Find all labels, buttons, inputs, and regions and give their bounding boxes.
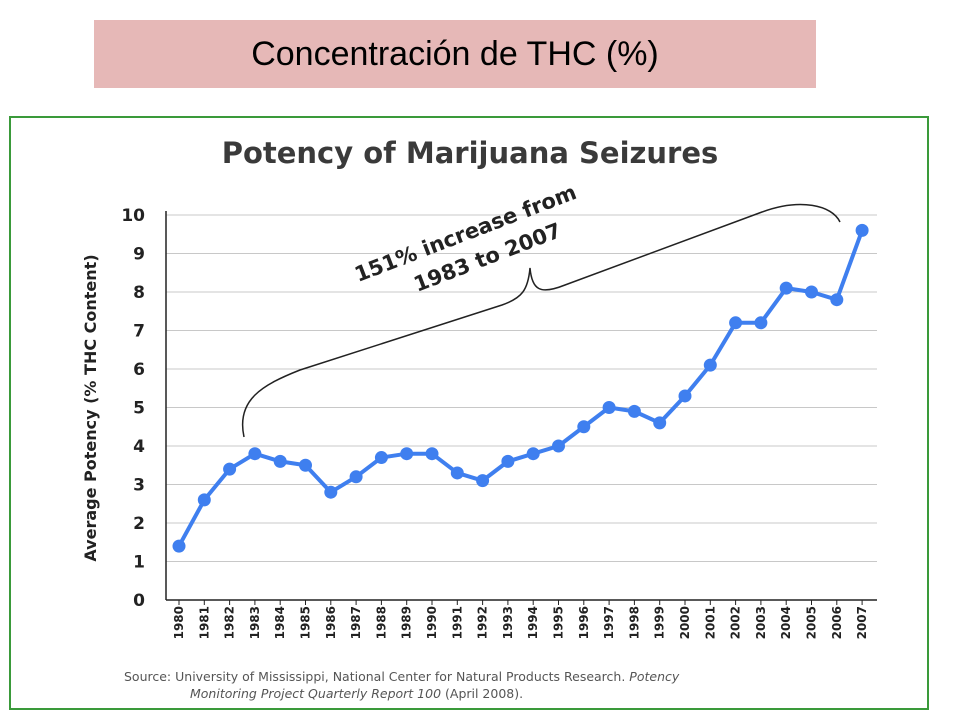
data-point-1987	[349, 470, 363, 484]
x-tick-label-1987: 1987	[349, 606, 363, 639]
x-tick-label-1983: 1983	[248, 606, 262, 639]
y-tick-label-9: 9	[133, 245, 145, 265]
y-axis-label: Average Potency (% THC Content)	[81, 254, 100, 561]
data-point-1984	[273, 454, 287, 468]
x-tick-label-2001: 2001	[703, 606, 717, 639]
x-tick-label-1996: 1996	[577, 606, 591, 639]
data-point-1988	[374, 451, 388, 465]
slide-title-banner: Concentración de THC (%)	[94, 20, 816, 88]
data-point-2002	[729, 316, 743, 330]
y-tick-label-4: 4	[133, 437, 145, 457]
source-suffix: (April 2008).	[445, 686, 524, 701]
x-tick-label-1995: 1995	[552, 606, 566, 639]
data-point-2000	[678, 389, 692, 403]
data-point-1997	[602, 401, 616, 414]
data-point-1981	[197, 493, 211, 507]
y-tick-label-3: 3	[133, 476, 145, 496]
x-tick-label-1988: 1988	[374, 606, 388, 639]
x-tick-label-1998: 1998	[627, 606, 641, 639]
data-point-2006	[830, 293, 844, 307]
x-tick-label-1992: 1992	[476, 606, 490, 639]
data-point-1994	[526, 447, 540, 461]
data-point-2004	[779, 281, 793, 295]
x-tick-label-2002: 2002	[729, 606, 743, 639]
data-point-1992	[476, 474, 490, 488]
data-point-1998	[627, 404, 641, 418]
data-point-1983	[248, 447, 262, 461]
chart-title: Potency of Marijuana Seizures	[222, 136, 719, 170]
y-tick-label-10: 10	[121, 206, 145, 226]
data-point-1985	[299, 458, 312, 472]
x-tick-label-2003: 2003	[754, 606, 768, 639]
data-point-2007	[855, 223, 869, 237]
y-tick-label-5: 5	[133, 399, 145, 419]
x-tick-label-2006: 2006	[830, 606, 844, 639]
data-point-1991	[450, 466, 464, 480]
y-tick-label-1: 1	[133, 553, 145, 573]
slide-title: Concentración de THC (%)	[251, 34, 659, 73]
chart-source: Source: University of Mississippi, Natio…	[124, 668, 884, 702]
x-tick-label-1981: 1981	[197, 606, 211, 639]
data-point-1982	[223, 462, 237, 476]
data-point-1993	[501, 454, 515, 468]
source-prefix: Source: University of Mississippi, Natio…	[124, 669, 626, 684]
data-point-1990	[425, 447, 439, 461]
x-tick-label-2004: 2004	[779, 606, 793, 639]
x-tick-label-1982: 1982	[223, 606, 237, 639]
x-tick-label-1985: 1985	[299, 606, 313, 639]
x-tick-label-1989: 1989	[400, 606, 414, 639]
x-tick-label-1980: 1980	[172, 606, 186, 639]
y-tick-label-2: 2	[133, 514, 145, 534]
x-tick-label-1991: 1991	[450, 606, 464, 639]
y-tick-label-8: 8	[133, 283, 145, 303]
x-tick-label-1993: 1993	[501, 606, 515, 639]
data-point-1995	[552, 439, 565, 453]
x-tick-label-1999: 1999	[653, 606, 667, 639]
data-point-2001	[703, 358, 717, 372]
data-point-1980	[172, 539, 186, 553]
data-point-1996	[577, 420, 591, 434]
annotation-bracket	[241, 203, 841, 438]
y-tick-label-0: 0	[133, 591, 145, 611]
data-point-1999	[653, 416, 667, 430]
x-tick-label-1984: 1984	[273, 606, 287, 639]
x-tick-label-2000: 2000	[678, 606, 692, 639]
data-point-1989	[400, 447, 414, 461]
series-line	[177, 229, 864, 548]
y-tick-label-7: 7	[133, 322, 145, 342]
data-point-2003	[754, 316, 768, 330]
data-point-1986	[324, 485, 338, 499]
x-tick-label-1997: 1997	[602, 606, 616, 639]
x-tick-label-2005: 2005	[805, 606, 819, 639]
source-italic-1: Potency	[629, 669, 680, 684]
y-tick-label-6: 6	[133, 360, 145, 380]
x-tick-label-1994: 1994	[526, 606, 540, 639]
x-tick-label-1990: 1990	[425, 606, 439, 639]
x-tick-label-2007: 2007	[855, 606, 869, 639]
x-tick-label-1986: 1986	[324, 606, 338, 639]
source-italic-2: Monitoring Project Quarterly Report 100	[190, 686, 442, 701]
data-point-2005	[805, 285, 818, 299]
